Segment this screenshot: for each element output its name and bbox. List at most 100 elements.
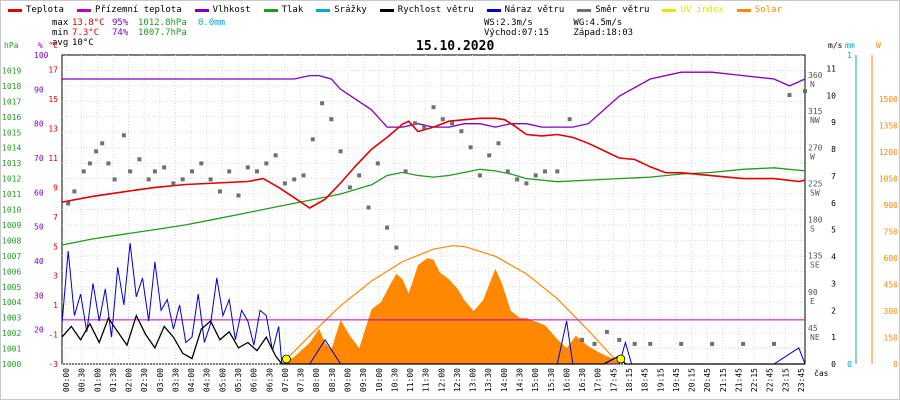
hpa-tick-label: 1002 xyxy=(2,329,21,338)
x-tick-label: 17:00 xyxy=(594,368,603,392)
wind-direction-point xyxy=(431,105,436,110)
legend-label: Přízemní teplota xyxy=(94,5,182,15)
legend-item: Rychlost větru xyxy=(379,4,474,16)
x-tick-label: 16:00 xyxy=(562,368,571,392)
x-tick-label: 12:00 xyxy=(437,368,446,392)
wind-direction-point xyxy=(459,129,464,134)
dir-tick-label: 225 xyxy=(808,179,823,188)
x-tick-label: 11:30 xyxy=(422,368,431,392)
temp-tick-label: 15 xyxy=(48,95,58,104)
wind-direction-point xyxy=(199,161,204,166)
ms-tick-label: 7 xyxy=(831,172,836,181)
wind-direction-point xyxy=(106,161,111,166)
hpa-tick-label: 1010 xyxy=(2,206,21,215)
ms-tick-label: 10 xyxy=(826,91,836,100)
solar-area xyxy=(281,258,620,364)
legend-item: Teplota xyxy=(8,4,64,16)
hpa-tick-label: 1017 xyxy=(2,97,21,106)
wind-direction-point xyxy=(632,341,637,346)
legend-label: Vlhkost xyxy=(212,5,251,15)
stats-min-row: min 7.3°C 74% 1007.7hPa xyxy=(52,28,238,38)
temp-tick-label: 13 xyxy=(48,125,58,134)
temp-tick-label: 5 xyxy=(53,242,58,251)
dir-compass-label: E xyxy=(810,297,815,306)
legend-swatch xyxy=(76,8,91,12)
hpa-tick-label: 1019 xyxy=(2,66,21,75)
wind-direction-point xyxy=(477,173,482,178)
wind-direction-point xyxy=(282,181,287,186)
w-tick-label: 1200 xyxy=(879,148,898,157)
wind-direction-point xyxy=(190,169,194,174)
wind-direction-point xyxy=(403,169,408,174)
ms-tick-label: 8 xyxy=(831,145,836,154)
w-tick-label: 300 xyxy=(884,307,899,316)
x-axis-label: čas xyxy=(814,368,829,378)
pct-tick-label: 60 xyxy=(34,188,44,197)
wind-direction-point xyxy=(292,177,297,182)
sun-info-row: Východ:07:15 Západ:18:03 xyxy=(484,28,633,38)
legend-item: Tlak xyxy=(263,4,303,16)
w-tick-label: 0 xyxy=(893,360,898,369)
ms-tick-label: 3 xyxy=(831,279,836,288)
wind-direction-point xyxy=(152,169,157,174)
wind-direction-point xyxy=(320,101,325,106)
legend-item: Směr větru xyxy=(577,4,649,16)
wind-direction-point xyxy=(94,149,99,154)
x-tick-label: 13:30 xyxy=(484,368,493,392)
x-tick-label: 08:00 xyxy=(312,368,321,392)
pct-tick-label: 90 xyxy=(34,85,44,94)
w-tick-label: 1500 xyxy=(879,95,898,104)
x-tick-label: 07:00 xyxy=(281,368,290,392)
legend-item: Vlhkost xyxy=(194,4,251,16)
x-tick-label: 19:15 xyxy=(656,368,665,392)
pct-tick-label: 20 xyxy=(34,326,44,335)
legend-item: Náraz větru xyxy=(486,4,564,16)
wind-direction-point xyxy=(679,341,684,346)
wind-direction-point xyxy=(347,185,352,190)
legend-label: Rychlost větru xyxy=(397,5,474,15)
ms-tick-label: 5 xyxy=(831,226,836,235)
x-tick-label: 03:30 xyxy=(171,368,180,392)
wind-direction-point xyxy=(121,133,126,138)
dir-tick-label: 360 xyxy=(808,71,823,80)
wind-direction-point xyxy=(273,153,278,158)
ms-tick-label: 1 xyxy=(831,333,836,342)
x-tick-label: 07:30 xyxy=(297,368,306,392)
ms-tick-label: 9 xyxy=(831,118,836,127)
x-tick-label: 12:30 xyxy=(453,368,462,392)
stats-max-temp: 13.8°C xyxy=(72,18,105,28)
wind-direction-point xyxy=(72,189,77,194)
x-tick-label: 19:45 xyxy=(672,368,681,392)
wind-direction-point xyxy=(496,141,501,146)
wind-direction-point xyxy=(394,245,399,250)
wind-direction-point xyxy=(208,177,213,182)
x-tick-label: 17:45 xyxy=(609,368,618,392)
pct-tick-label: 30 xyxy=(34,291,44,300)
wind-direction-point xyxy=(87,161,92,166)
hpa-tick-label: 1011 xyxy=(2,190,21,199)
wind-direction-point xyxy=(236,193,241,198)
dir-tick-label: 90 xyxy=(808,288,818,297)
ws-value: WS:2.3m/s xyxy=(484,18,533,28)
x-tick-label: 18:15 xyxy=(625,368,634,392)
x-tick-label: 05:30 xyxy=(234,368,243,392)
wind-direction-point xyxy=(772,341,776,346)
sunset-value: Západ:18:03 xyxy=(573,28,634,38)
w-tick-label: 450 xyxy=(884,281,899,290)
wind-direction-point xyxy=(533,173,538,178)
x-tick-label: 20:15 xyxy=(688,368,697,392)
wind-direction-point xyxy=(787,93,792,98)
hpa-tick-label: 1013 xyxy=(2,159,21,168)
hpa-tick-label: 1003 xyxy=(2,314,21,323)
hpa-tick-label: 1018 xyxy=(2,82,21,91)
x-tick-label: 06:00 xyxy=(250,368,259,392)
w-axis-label: W xyxy=(876,41,881,50)
wind-direction-point xyxy=(81,169,86,174)
dir-compass-label: S xyxy=(810,225,815,234)
x-tick-label: 09:00 xyxy=(343,368,352,392)
w-tick-label: 600 xyxy=(884,254,899,263)
sun-wind-info: WS:2.3m/s WG:4.5m/s Východ:07:15 Západ:1… xyxy=(484,18,633,38)
solar-theoretical-line xyxy=(281,245,620,365)
w-tick-label: 750 xyxy=(884,228,899,237)
chart-date-title: 15.10.2020 xyxy=(416,39,495,54)
